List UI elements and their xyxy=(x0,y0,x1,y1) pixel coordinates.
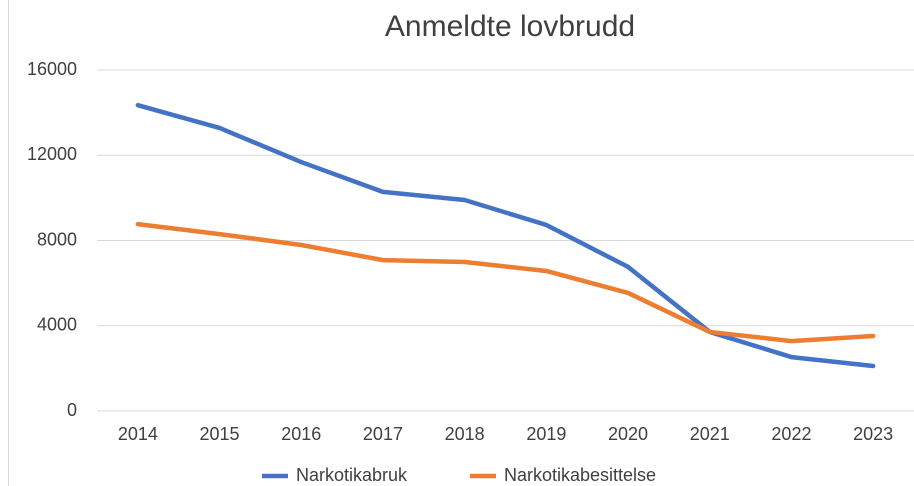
x-tick-label: 2017 xyxy=(363,424,403,444)
x-tick-label: 2022 xyxy=(771,424,811,444)
chart-title: Anmeldte lovbrudd xyxy=(385,10,635,43)
x-tick-label: 2016 xyxy=(281,424,321,444)
y-tick-label: 0 xyxy=(67,400,77,420)
x-tick-label: 2018 xyxy=(445,424,485,444)
x-tick-label: 2023 xyxy=(853,424,893,444)
x-tick-label: 2021 xyxy=(690,424,730,444)
series-line xyxy=(135,221,876,344)
y-tick-label: 12000 xyxy=(27,144,77,164)
x-tick-label: 2019 xyxy=(526,424,566,444)
series-line xyxy=(135,102,876,369)
legend-label: Narkotikabruk xyxy=(296,465,408,485)
y-tick-label: 16000 xyxy=(27,59,77,79)
y-tick-label: 8000 xyxy=(37,229,77,249)
x-tick-label: 2020 xyxy=(608,424,648,444)
x-tick-label: 2014 xyxy=(118,424,158,444)
x-tick-label: 2015 xyxy=(200,424,240,444)
y-tick-label: 4000 xyxy=(37,315,77,335)
legend-label: Narkotikabesittelse xyxy=(504,465,656,485)
